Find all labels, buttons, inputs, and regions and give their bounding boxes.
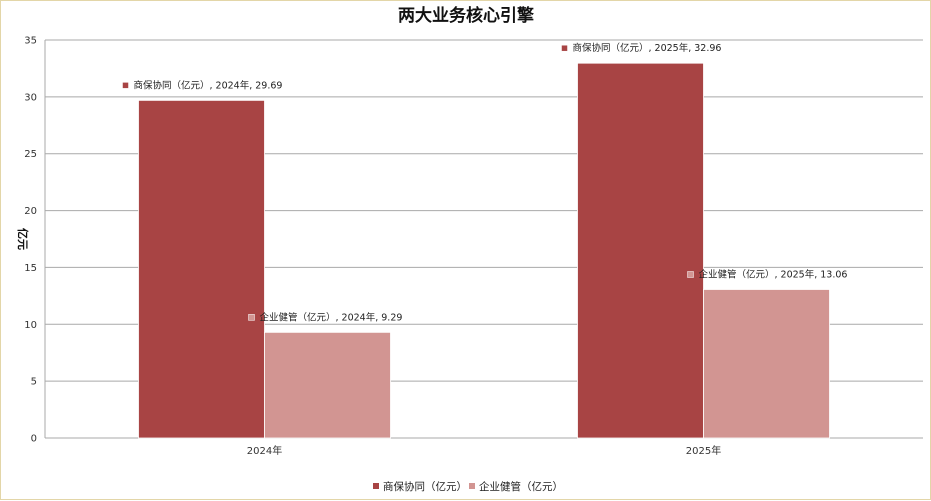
y-axis-title: 亿元 <box>16 228 30 250</box>
y-tick-label: 10 <box>24 320 37 331</box>
legend-swatch <box>373 483 379 489</box>
data-labels: 2024年 商保协同（亿元）, 2024年, 29.69 企业健管（亿元）, 202… <box>122 42 848 457</box>
data-label: 企业健管（亿元）, 2025年, 13.06 <box>699 268 848 280</box>
bar <box>703 289 830 439</box>
legend: 商保协同（亿元） 企业健管（亿元） <box>373 480 563 493</box>
data-label: 商保协同（亿元）, 2024年, 29.69 <box>134 79 283 91</box>
y-tick-label: 5 <box>31 377 37 388</box>
bar <box>138 99 265 439</box>
data-label: 企业健管（亿元）, 2024年, 9.29 <box>260 311 403 323</box>
bars <box>138 62 830 439</box>
bar <box>577 62 704 439</box>
y-tick-label: 35 <box>24 36 37 47</box>
data-label-marker <box>561 44 568 52</box>
y-tick-label: 15 <box>24 263 37 274</box>
data-label-marker <box>687 271 694 278</box>
x-tick-label: 2024年 <box>247 444 282 457</box>
y-tick-label: 0 <box>31 434 37 445</box>
y-tick-label: 30 <box>24 92 37 103</box>
bar <box>264 331 391 439</box>
data-label: 商保协同（亿元）, 2025年, 32.96 <box>573 42 722 54</box>
data-label-marker <box>248 314 255 321</box>
y-tick-label: 20 <box>24 206 37 217</box>
chart-title: 两大业务核心引擎 <box>398 5 535 26</box>
data-label-marker <box>122 82 129 89</box>
legend-entry: 企业健管（亿元） <box>479 480 563 493</box>
x-tick-label: 2025年 <box>686 444 721 457</box>
y-tick-label: 25 <box>24 149 37 160</box>
legend-entry: 商保协同（亿元） <box>383 480 467 493</box>
legend-swatch <box>469 483 475 489</box>
